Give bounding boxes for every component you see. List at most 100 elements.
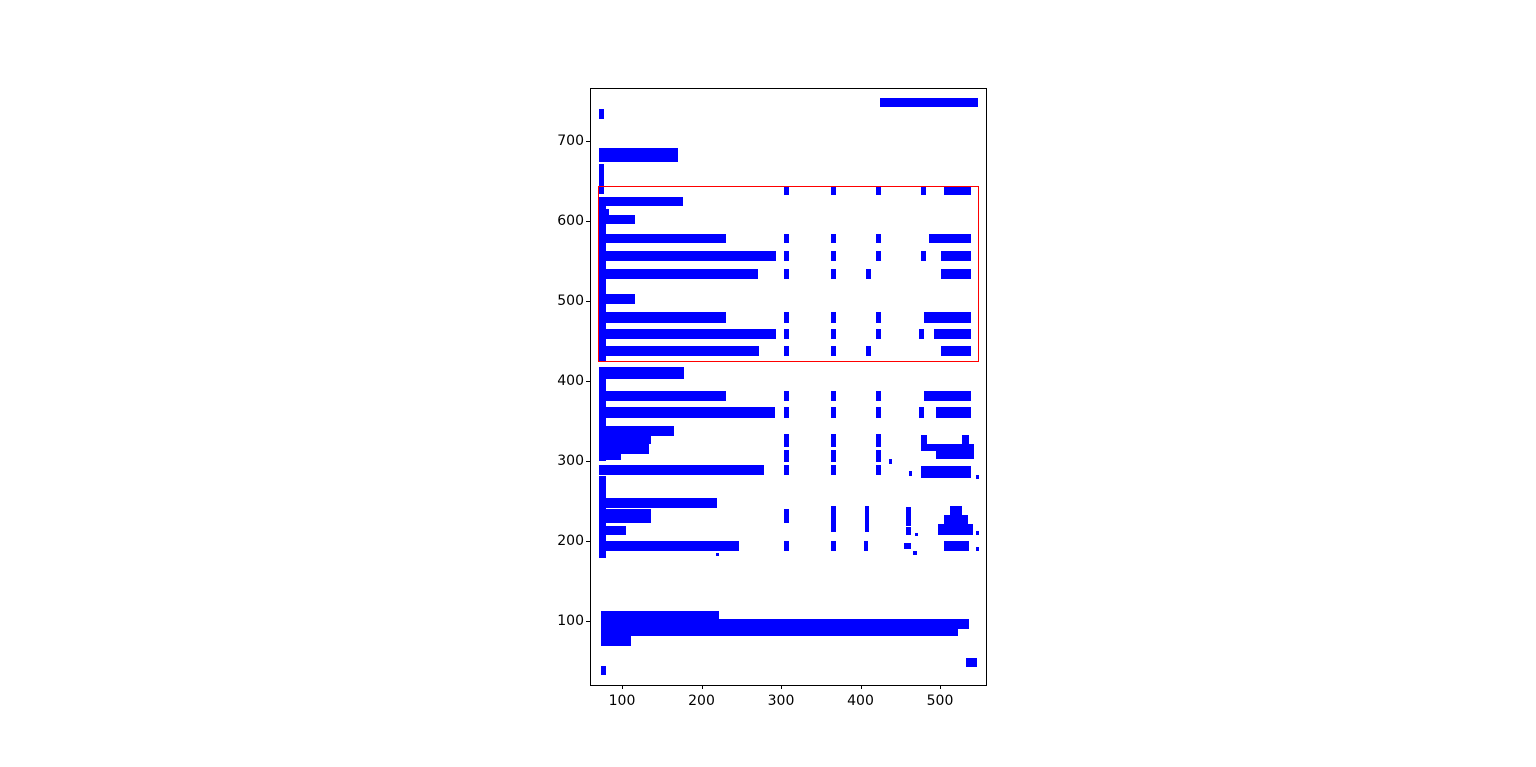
bbox-rect bbox=[914, 533, 918, 537]
bbox-rect bbox=[784, 269, 789, 280]
bbox-rect bbox=[831, 186, 836, 195]
bbox-rect bbox=[966, 657, 978, 668]
bbox-rect bbox=[920, 186, 926, 195]
bbox-rect bbox=[909, 471, 913, 477]
bbox-rect bbox=[905, 507, 911, 526]
bbox-rect bbox=[598, 444, 649, 454]
bbox-rect bbox=[784, 407, 789, 418]
bbox-rect bbox=[920, 444, 975, 452]
bbox-rect bbox=[904, 542, 911, 549]
bbox-rect bbox=[831, 465, 836, 475]
bbox-rect bbox=[875, 465, 882, 475]
bbox-rect bbox=[598, 367, 684, 380]
bbox-rect bbox=[831, 250, 836, 261]
bbox-rect bbox=[944, 541, 970, 552]
y-tick bbox=[586, 461, 590, 462]
bbox-rect bbox=[598, 164, 605, 194]
bbox-rect bbox=[598, 250, 777, 261]
bbox-rect bbox=[784, 233, 789, 244]
bbox-rect bbox=[598, 525, 626, 535]
bbox-rect bbox=[875, 390, 882, 401]
bbox-rect bbox=[875, 250, 882, 261]
bbox-rect bbox=[875, 186, 882, 195]
bbox-rect bbox=[598, 148, 678, 162]
x-tick bbox=[860, 685, 862, 689]
bbox-rect bbox=[598, 425, 674, 437]
bbox-rect bbox=[598, 497, 718, 509]
bbox-rect bbox=[940, 345, 971, 357]
bbox-rect bbox=[831, 390, 836, 401]
bbox-rect bbox=[937, 524, 973, 535]
bbox-rect bbox=[598, 197, 684, 206]
bbox-rect bbox=[598, 345, 760, 357]
plot-area: 100 200 300 400 500 100 200 300 400 500 600 700 bbox=[557, 88, 987, 709]
y-tick bbox=[586, 141, 590, 142]
x-tick bbox=[622, 685, 623, 689]
y-tick-label: 400 bbox=[557, 373, 584, 389]
bbox-rect bbox=[863, 541, 869, 552]
y-tick-label: 600 bbox=[557, 213, 584, 229]
y-tick bbox=[586, 301, 590, 302]
bbox-rect bbox=[875, 449, 882, 462]
bbox-rect bbox=[598, 109, 605, 120]
bbox-rect bbox=[936, 407, 971, 418]
y-tick bbox=[586, 221, 590, 222]
bbox-rect bbox=[944, 186, 971, 195]
bbox-rect bbox=[924, 390, 971, 401]
bbox-rect bbox=[831, 312, 836, 323]
bbox-rect bbox=[975, 547, 979, 552]
y-tick bbox=[586, 541, 590, 542]
y-tick-label: 300 bbox=[557, 453, 584, 469]
bbox-rect bbox=[831, 541, 836, 552]
bbox-rect bbox=[875, 407, 882, 418]
x-tick bbox=[701, 685, 703, 689]
bbox-rect bbox=[920, 434, 928, 447]
bbox-rect bbox=[875, 433, 882, 447]
bbox-rect bbox=[928, 233, 971, 244]
bbox-rect bbox=[719, 619, 970, 629]
bbox-rect bbox=[598, 465, 765, 475]
bbox-rect bbox=[866, 269, 871, 280]
bbox-rect bbox=[600, 611, 719, 637]
bbox-rect bbox=[598, 509, 652, 523]
bbox-rect bbox=[598, 197, 607, 362]
bbox-rect bbox=[905, 527, 911, 535]
bbox-rect bbox=[975, 474, 979, 480]
bbox-rect bbox=[784, 186, 789, 195]
y-tick-label: 700 bbox=[557, 133, 584, 149]
bbox-rect bbox=[598, 453, 622, 461]
bbox-rect bbox=[598, 209, 610, 221]
bbox-rect bbox=[924, 312, 971, 323]
bbox-rect bbox=[831, 505, 836, 533]
bbox-rect bbox=[866, 345, 871, 357]
x-tick bbox=[940, 685, 941, 689]
bbox-rect bbox=[831, 345, 836, 357]
y-tick-label: 500 bbox=[557, 293, 584, 309]
bbox-rect bbox=[598, 293, 635, 305]
bbox-rect bbox=[715, 553, 719, 557]
bbox-rect bbox=[784, 390, 789, 401]
x-tick-label: 200 bbox=[688, 693, 715, 709]
bbox-rect bbox=[598, 329, 777, 340]
x-tick-label: 500 bbox=[926, 693, 954, 709]
bbox-rect bbox=[719, 629, 958, 637]
highlight-box bbox=[598, 186, 980, 362]
bbox-rect bbox=[920, 250, 926, 261]
bbox-rect bbox=[784, 329, 789, 340]
bbox-rect bbox=[940, 269, 971, 280]
bbox-rect bbox=[919, 407, 925, 418]
bbox-rect bbox=[598, 215, 635, 225]
x-tick bbox=[781, 685, 782, 689]
bbox-rect bbox=[962, 434, 970, 447]
bbox-rect bbox=[831, 433, 836, 447]
bbox-rect bbox=[920, 465, 971, 478]
bbox-rect bbox=[975, 531, 979, 535]
bbox-rect bbox=[879, 97, 979, 108]
bbox-rect bbox=[598, 541, 739, 552]
y-tick bbox=[586, 621, 590, 622]
bbox-rect bbox=[875, 312, 882, 323]
bbox-rect bbox=[934, 329, 971, 340]
y-tick-label: 100 bbox=[557, 613, 584, 629]
bbox-rect bbox=[784, 250, 789, 261]
bbox-rect bbox=[831, 233, 836, 244]
